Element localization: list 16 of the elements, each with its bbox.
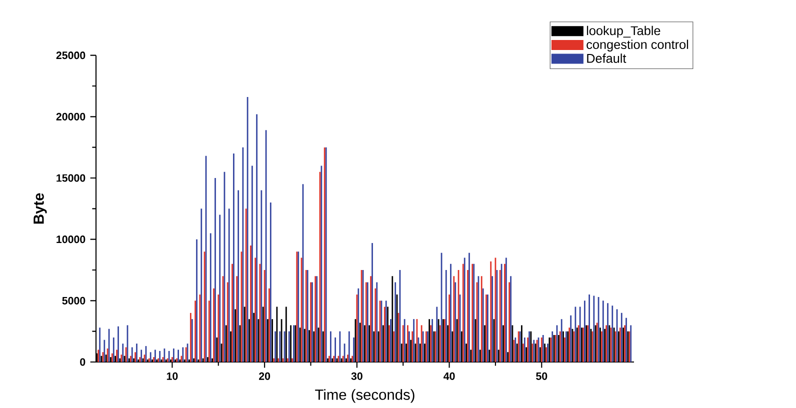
y-tick-label: 15000	[56, 174, 86, 182]
x-tick-label: 40	[444, 372, 455, 380]
x-tick-label: 30	[351, 372, 362, 380]
legend-label: congestion control	[586, 40, 688, 52]
x-tick-label: 20	[259, 372, 270, 380]
y-tick-label: 25000	[56, 52, 86, 60]
x-tick-label: 10	[166, 372, 178, 380]
x-axis-title: Time (seconds)	[315, 389, 414, 403]
legend-label: Default	[587, 54, 626, 63]
y-tick-label: 0	[80, 358, 86, 366]
y-tick-label: 20000	[56, 112, 86, 120]
y-tick-label: 5000	[62, 296, 86, 304]
x-tick-label: 50	[536, 372, 548, 380]
y-tick-label: 10000	[56, 236, 86, 244]
y-axis-title: Byte	[34, 193, 47, 224]
legend-label: lookup_Table	[586, 26, 660, 38]
